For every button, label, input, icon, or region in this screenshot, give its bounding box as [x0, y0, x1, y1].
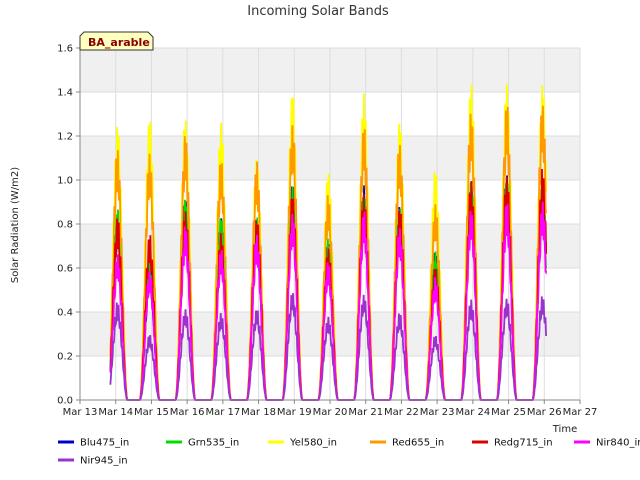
x-tick-label: Mar 22 — [384, 407, 419, 418]
series-layer — [109, 84, 547, 401]
legend-item-Yel580_in: Yel580_in — [268, 438, 337, 449]
legend-item-Blu475_in: Blu475_in — [58, 438, 129, 449]
y-axis-label: Solar Radiation (W/m2) — [10, 167, 21, 283]
badge-label: BA_arable — [88, 36, 150, 49]
x-tick-label: Mar 18 — [241, 407, 276, 418]
x-tick-label: Mar 23 — [420, 407, 455, 418]
x-tick-label: Mar 14 — [98, 407, 133, 418]
legend-label: Nir840_in — [596, 438, 640, 449]
y-tick-label: 0.4 — [57, 308, 73, 319]
legend-label: Grn535_in — [188, 438, 239, 449]
series-line-Nir840_in — [109, 201, 547, 401]
x-tick-label: Mar 13 — [63, 407, 98, 418]
legend-label: Nir945_in — [80, 456, 128, 467]
legend-item-Nir945_in: Nir945_in — [58, 456, 128, 467]
x-tick-label: Mar 27 — [563, 407, 598, 418]
x-tick-label: Mar 24 — [455, 407, 490, 418]
legend-item-Nir840_in: Nir840_in — [574, 438, 640, 449]
x-tick-label: Mar 15 — [134, 407, 169, 418]
series-line-Nir945_in — [109, 293, 547, 401]
y-tick-label: 0.0 — [57, 396, 73, 407]
x-tick-label: Mar 16 — [170, 407, 205, 418]
y-tick-label: 1.2 — [57, 132, 73, 143]
legend-item-Red655_in: Red655_in — [370, 438, 444, 449]
legend-item-Grn535_in: Grn535_in — [166, 438, 239, 449]
y-tick-label: 1.6 — [57, 44, 73, 55]
y-tick-label: 0.6 — [57, 264, 73, 275]
x-axis-label: Time — [552, 424, 577, 435]
chart-title: Incoming Solar Bands — [247, 4, 389, 19]
legend-label: Yel580_in — [289, 438, 337, 449]
legend-label: Blu475_in — [80, 438, 129, 449]
x-tick-label: Mar 26 — [527, 407, 562, 418]
legend-label: Red655_in — [392, 438, 444, 449]
x-tick-label: Mar 21 — [348, 407, 383, 418]
y-tick-label: 0.2 — [57, 352, 73, 363]
x-tick-label: Mar 19 — [277, 407, 312, 418]
legend-item-Redg715_in: Redg715_in — [472, 438, 553, 449]
x-tick-label: Mar 17 — [205, 407, 240, 418]
legend: Blu475_in Grn535_in Yel580_in Red655_in Redg… — [58, 438, 640, 467]
y-tick-label: 1.4 — [57, 88, 73, 99]
y-tick-label: 0.8 — [57, 220, 73, 231]
x-tick-label: Mar 25 — [491, 407, 526, 418]
y-tick-label: 1.0 — [57, 176, 73, 187]
legend-label: Redg715_in — [494, 438, 553, 449]
series-line-Red655_in — [109, 105, 547, 401]
x-tick-label: Mar 20 — [313, 407, 348, 418]
badge-box — [79, 31, 154, 51]
station-badge: BA_arable — [79, 31, 154, 51]
